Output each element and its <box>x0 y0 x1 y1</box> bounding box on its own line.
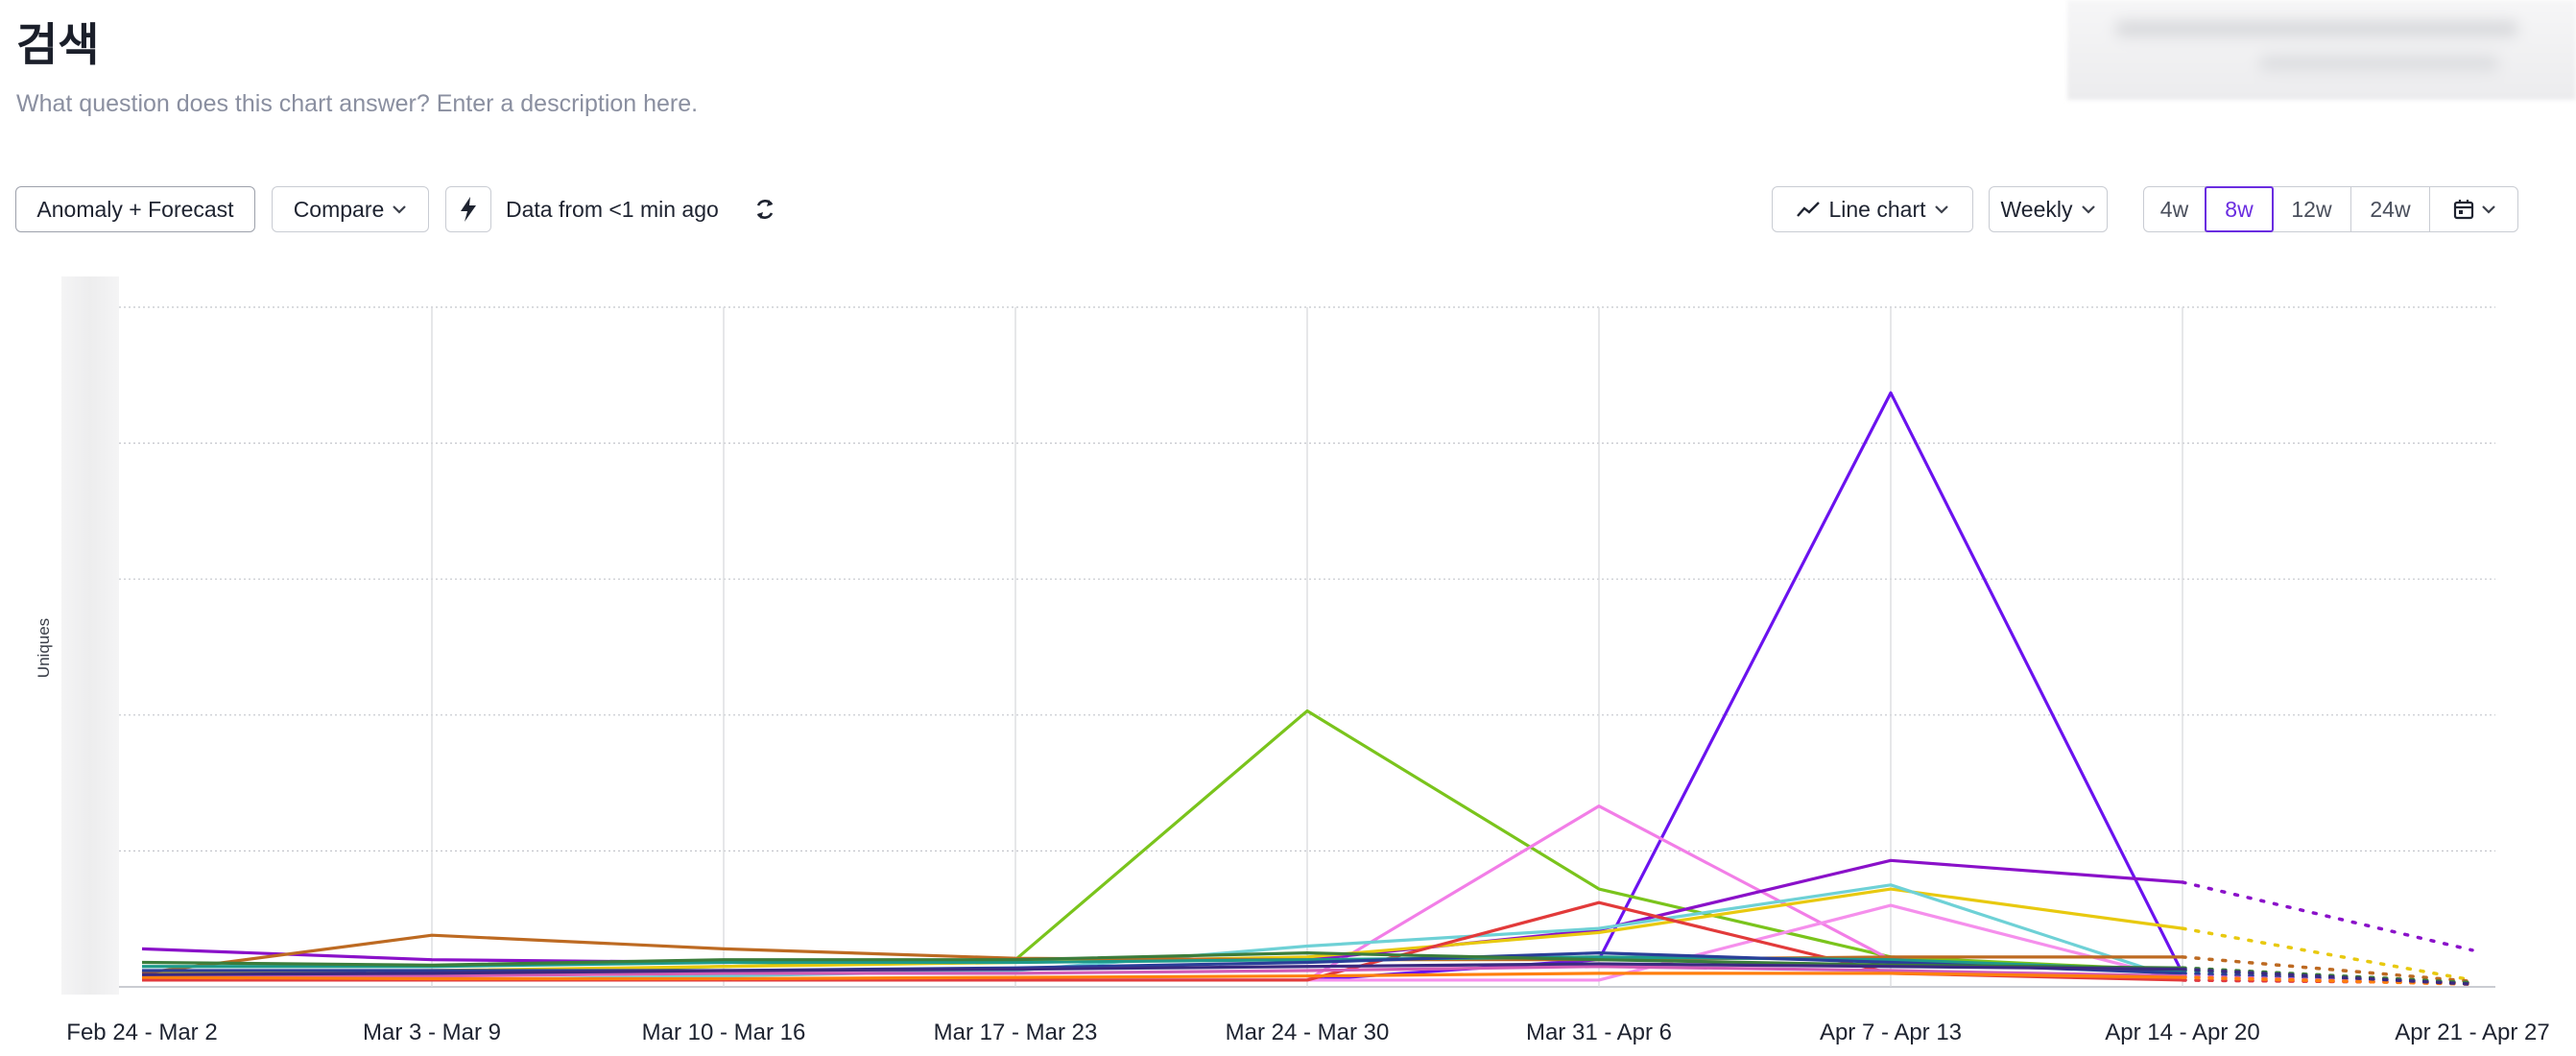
interval-label: Weekly <box>2000 196 2073 222</box>
lightning-icon <box>461 197 476 222</box>
range-12w[interactable]: 12w <box>2273 187 2351 231</box>
page-title[interactable]: 검색 <box>16 19 100 72</box>
lightning-icon-button[interactable] <box>445 186 491 232</box>
x-tick-label: Apr 21 - Apr 27 <box>2395 1020 2549 1045</box>
compare-label: Compare <box>293 196 385 222</box>
anomaly-forecast-button[interactable]: Anomaly + Forecast <box>15 186 255 232</box>
series-line[interactable] <box>141 858 2183 965</box>
blurred-header-actions <box>2067 0 2576 100</box>
series-line[interactable] <box>142 955 2183 972</box>
chevron-down-icon <box>2481 205 2495 214</box>
range-8w[interactable]: 8w <box>2205 186 2274 232</box>
series-forecast-line[interactable] <box>2181 955 2474 984</box>
x-tick-label: Mar 3 - Mar 9 <box>363 1020 501 1045</box>
compare-dropdown[interactable]: Compare <box>272 186 429 232</box>
interval-dropdown[interactable]: Weekly <box>1989 186 2108 232</box>
series-line[interactable] <box>141 972 2183 981</box>
x-tick-label: Mar 17 - Mar 23 <box>934 1020 1098 1045</box>
series-forecast-line[interactable] <box>2181 967 2474 986</box>
y-axis-tick-labels-blurred <box>61 276 119 995</box>
series-line[interactable] <box>142 708 2183 975</box>
series-forecast-line[interactable] <box>2181 880 2474 952</box>
x-tick-label: Feb 24 - Mar 2 <box>66 1020 217 1045</box>
x-tick-label: Mar 31 - Apr 6 <box>1526 1020 1672 1045</box>
chevron-down-icon <box>1934 200 1949 219</box>
series-forecast-line[interactable] <box>2181 978 2474 985</box>
series-line[interactable] <box>141 933 2182 975</box>
series-line[interactable] <box>141 950 2183 970</box>
range-24w[interactable]: 24w <box>2351 187 2430 231</box>
anomaly-forecast-label: Anomaly + Forecast <box>36 196 234 222</box>
chart-description-input[interactable]: What question does this chart answer? En… <box>16 90 699 117</box>
range-4w[interactable]: 4w <box>2144 187 2206 231</box>
data-freshness-status: Data from <1 min ago <box>506 197 719 222</box>
chart-type-label: Line chart <box>1828 196 1926 222</box>
x-tick-label: Apr 14 - Apr 20 <box>2105 1020 2259 1045</box>
series-line[interactable] <box>142 950 2183 975</box>
series-line[interactable] <box>142 965 2183 978</box>
x-tick-label: Mar 10 - Mar 16 <box>642 1020 806 1045</box>
chevron-down-icon <box>2081 200 2096 219</box>
x-tick-label: Apr 7 - Apr 13 <box>1820 1020 1962 1045</box>
chart-type-dropdown[interactable]: Line chart <box>1772 186 1973 232</box>
line-chart-icon <box>1797 202 1821 217</box>
refresh-icon[interactable] <box>751 195 779 224</box>
calendar-icon <box>2453 200 2473 220</box>
chevron-down-icon <box>392 200 407 219</box>
x-tick-label: Mar 24 - Mar 30 <box>1226 1020 1390 1045</box>
series-line[interactable] <box>141 962 2183 976</box>
calendar-range-button[interactable] <box>2430 187 2517 231</box>
date-range-selector: 4w 8w 12w 24w <box>2143 186 2518 232</box>
series-forecast-line[interactable] <box>2181 926 2474 982</box>
